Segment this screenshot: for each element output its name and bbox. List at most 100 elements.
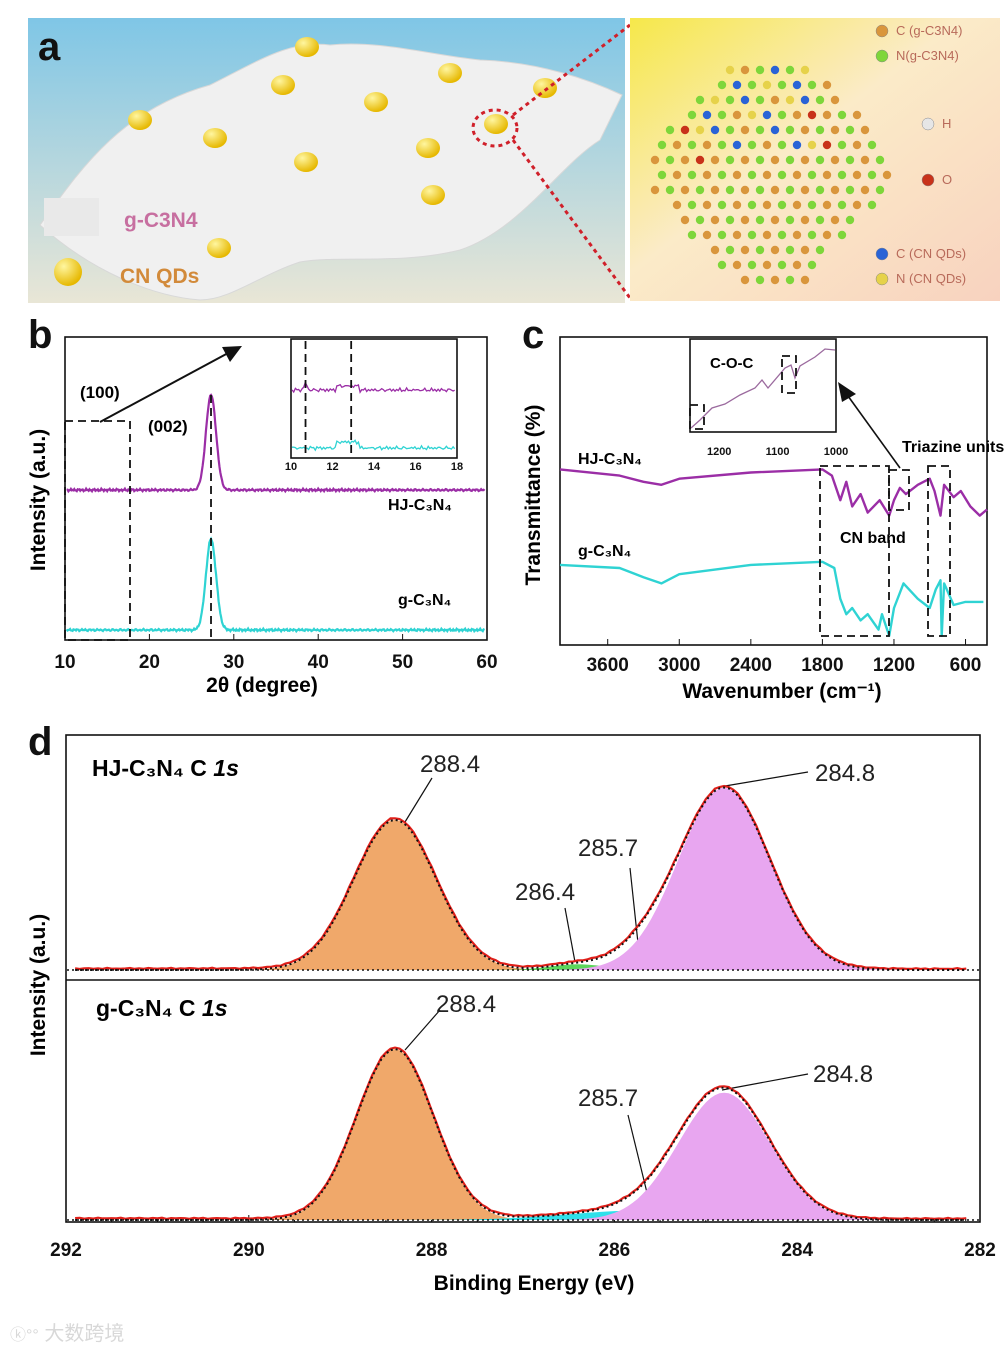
x-axis-label: Binding Energy (eV) [434,1272,635,1295]
atom [725,215,735,225]
atom [800,245,810,255]
atom [792,230,802,240]
atom [785,155,795,165]
atom [837,230,847,240]
series-label-g: g-C₃N₄ [578,543,631,560]
atom [762,80,772,90]
watermark-text: 大数跨境 [44,1322,124,1345]
atom [785,65,795,75]
qd-legend-icon [54,258,82,286]
atom [732,170,742,180]
molecule-structure [650,65,892,285]
atom [860,185,870,195]
atom [725,155,735,165]
atom [732,140,742,150]
atom [770,95,780,105]
atom [867,200,877,210]
atom [717,170,727,180]
atom-legend-icon [921,173,935,187]
atom [762,170,772,180]
atom [807,140,817,150]
atom-legend-label: N(g-C3N4) [896,48,959,63]
atom [725,245,735,255]
qd-dot [438,63,462,83]
atom [822,230,832,240]
atom [680,155,690,165]
atom [777,230,787,240]
peak-leader-line [627,1114,651,1206]
atom [807,80,817,90]
x-tick-label: 292 [50,1240,82,1261]
atom [815,125,825,135]
x-tick-label: 3000 [658,655,700,676]
atom [755,185,765,195]
atom [710,185,720,195]
inset-series-line [690,348,836,429]
atom [882,170,892,180]
series-label-g: g-C₃N₄ [398,592,451,609]
region-100-box [64,420,131,641]
atom-legend-icon [921,117,935,131]
peak-002-label: (002) [148,417,188,436]
inset-tick-label: 16 [409,461,421,473]
atom-legend-icon [875,272,889,286]
atom [725,185,735,195]
qd-dot [416,138,440,158]
atom [830,95,840,105]
atom [755,95,765,105]
y-axis-label: Intensity (a.u.) [27,429,50,571]
atom [717,110,727,120]
panel-letter-b: b [28,313,52,357]
atom-legend-label: O [942,172,952,187]
atom [665,185,675,195]
x-axis-label: 2θ (degree) [206,674,318,697]
atom [815,155,825,165]
atom [770,65,780,75]
atom [702,140,712,150]
atom [702,230,712,240]
atom [822,80,832,90]
x-tick-label: 288 [416,1240,448,1261]
atom [800,65,810,75]
inset-series-line [291,380,455,394]
atom [845,125,855,135]
atom [695,185,705,195]
xps-title-text: g-C₃N₄ C [96,995,196,1021]
x-tick-label: 60 [476,652,497,673]
coc-box [888,469,910,511]
atom [777,170,787,180]
atom [665,125,675,135]
panel-a: a g-C3N4 CN QDs C (g-C3N4)N(g-C3N4)HOC (… [28,18,1000,303]
g-c3n4-sheet [39,43,623,301]
atom [702,170,712,180]
atom [732,80,742,90]
orbital-text: 1s [202,995,228,1021]
atom [852,170,862,180]
atom [777,110,787,120]
atom [650,185,660,195]
ftir-inset [689,338,837,433]
atom [770,215,780,225]
atom [740,245,750,255]
atom [785,185,795,195]
atom [837,200,847,210]
atom [657,140,667,150]
atom [830,125,840,135]
atom [747,140,757,150]
inset-tick-label: 1000 [824,446,848,458]
atom [777,80,787,90]
molecule-panel-background [630,18,1000,301]
atom [822,110,832,120]
atom [747,170,757,180]
xps-axes [65,734,981,1223]
peak-label: 285.7 [578,835,638,862]
atom [740,275,750,285]
x-tick-label: 600 [950,655,982,676]
atom [807,230,817,240]
qd-dot [271,75,295,95]
panel-b: b 10 20 30 40 50 60 (100) (002) 10 12 14 16 18 HJ… [27,313,498,697]
atom [792,200,802,210]
inset-tick-label: 1100 [766,446,790,458]
atom [672,140,682,150]
